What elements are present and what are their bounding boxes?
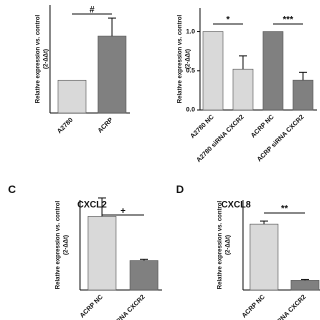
bar (290, 280, 320, 291)
chart-title: CXCL8 (221, 199, 251, 209)
y-axis-label: Relative expression vs. control (36, 14, 42, 103)
x-tick-label: siRNA CXCR2 (111, 293, 147, 320)
x-tick-label: A2780 (56, 116, 75, 135)
x-tick-label: ACRP NC (79, 293, 105, 319)
y-axis-label: Relative expression vs. control (218, 200, 224, 289)
significance-label: + (120, 205, 125, 215)
bar (202, 31, 224, 111)
y-axis-label: Relative expression vs. control (56, 200, 62, 289)
significance-label: ** (281, 203, 289, 213)
y-axis-label: (2-ΔΔt) (226, 235, 232, 255)
bar (292, 79, 314, 111)
x-tick-label: ACRP NC (250, 113, 276, 139)
bar (129, 260, 159, 291)
x-tick-label: siRNA CXCR2 (272, 293, 308, 320)
bar (249, 223, 279, 291)
y-axis-label: (2-ΔΔt) (64, 235, 70, 255)
y-tick-label: 0.5 (186, 67, 195, 74)
chart-title: CXCL2 (77, 199, 107, 209)
y-axis-label: (2-ΔΔt) (186, 49, 192, 69)
bar (262, 31, 284, 111)
x-tick-label: A2780 NC (189, 113, 216, 140)
x-tick-label: ACRP (97, 116, 115, 134)
y-axis-label: (2-ΔΔt) (44, 49, 50, 69)
y-tick-label: 1.0 (186, 28, 195, 35)
x-tick-label: ACRP NC (241, 293, 267, 319)
bar (57, 79, 87, 114)
panel-letter: D (176, 184, 184, 196)
y-tick-label: 0.0 (186, 107, 195, 114)
bar (232, 68, 254, 111)
y-axis-label: Relative expression vs. control (178, 14, 184, 103)
significance-label: * (226, 14, 230, 24)
significance-label: *** (283, 14, 294, 24)
bar (87, 216, 117, 291)
panel-letter: C (8, 184, 16, 196)
bar (97, 35, 127, 114)
significance-label: # (89, 4, 94, 14)
